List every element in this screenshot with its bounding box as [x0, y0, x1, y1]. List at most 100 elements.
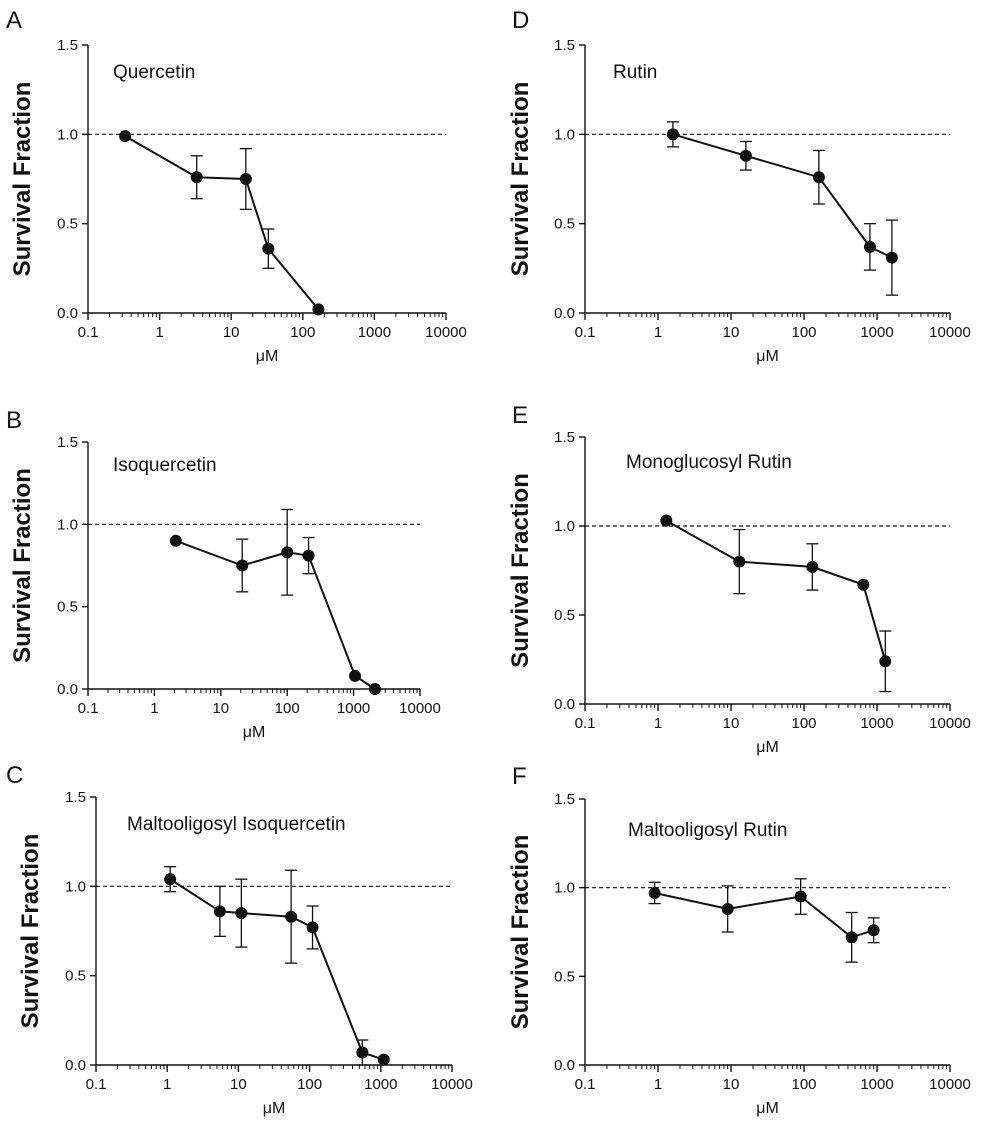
panel-f: F Maltooligosyl Rutin Survival Fraction μM 0… — [507, 763, 971, 1117]
data-point — [302, 549, 315, 562]
y-tick-label: 1.5 — [65, 789, 86, 806]
x-tick-label: 0.1 — [575, 324, 596, 341]
series-line — [175, 539, 376, 690]
x-axis-label: μM — [256, 348, 279, 365]
data-point — [794, 890, 807, 903]
x-tick-label: 10 — [723, 324, 740, 341]
y-tick-label: 1.5 — [57, 37, 78, 54]
x-axis-label: μM — [756, 739, 779, 756]
data-point — [239, 173, 252, 185]
data-point — [857, 578, 870, 591]
x-tick-label: 10 — [723, 1076, 740, 1093]
data-point — [739, 149, 752, 162]
data-point — [812, 171, 825, 184]
x-tick-label: 1000 — [337, 700, 370, 717]
x-tick-label: 1 — [654, 1076, 662, 1093]
y-tick-label: 1.0 — [554, 126, 575, 143]
y-tick-label: 1.0 — [57, 516, 78, 533]
x-tick-label: 10000 — [929, 324, 971, 341]
panel-letter: A — [6, 7, 22, 34]
x-tick-label: 10000 — [431, 1076, 473, 1093]
x-tick-label: 10000 — [929, 1076, 971, 1093]
x-tick-label: 1 — [155, 324, 163, 341]
data-point — [169, 534, 182, 547]
y-tick-label: 0.5 — [65, 968, 86, 985]
y-tick-label: 1.0 — [554, 880, 575, 897]
x-tick-label: 1 — [654, 715, 662, 732]
x-tick-label: 100 — [791, 324, 816, 341]
x-tick-label: 0.1 — [78, 700, 99, 717]
data-point — [235, 907, 248, 920]
data-point — [885, 251, 898, 264]
x-tick-label: 1000 — [860, 1076, 893, 1093]
x-tick-label: 10000 — [399, 700, 441, 717]
y-tick-label: 1.5 — [554, 791, 575, 808]
y-tick-label: 0.0 — [65, 1057, 86, 1074]
data-point — [377, 1053, 390, 1066]
panel-d: D Rutin Survival Fraction μM 0.0 0.5 1.0 1.5 0.1… — [507, 7, 971, 365]
series-line — [169, 878, 385, 1061]
y-tick-label: 0.5 — [554, 968, 575, 985]
data-point — [666, 128, 679, 141]
panel-letter: D — [512, 7, 529, 34]
compound-title: Rutin — [613, 62, 657, 83]
y-tick-label: 0.5 — [554, 216, 575, 233]
x-tick-label: 0.1 — [575, 715, 596, 732]
data-point — [306, 921, 319, 934]
y-axis-label: Survival Fraction — [9, 468, 36, 663]
y-tick-label: 1.5 — [554, 37, 575, 54]
x-tick-label: 0.1 — [575, 1076, 596, 1093]
data-point — [262, 242, 275, 255]
y-axis-label: Survival Fraction — [507, 82, 534, 277]
series-line — [654, 892, 875, 939]
data-point — [285, 910, 298, 923]
data-point — [806, 560, 819, 573]
x-tick-label: 1000 — [364, 1076, 397, 1093]
data-point — [721, 902, 734, 915]
x-tick-label: 10 — [223, 324, 240, 341]
x-tick-label: 1 — [150, 700, 158, 717]
data-point — [845, 931, 858, 944]
x-tick-label: 1000 — [860, 715, 893, 732]
panel-letter: B — [6, 407, 22, 434]
x-tick-label: 10 — [723, 715, 740, 732]
x-tick-label: 10 — [230, 1076, 247, 1093]
y-tick-label: 0.0 — [554, 696, 575, 713]
data-point — [368, 683, 381, 695]
data-point — [349, 669, 362, 682]
data-point — [867, 924, 880, 937]
panel-b: B Isoquercetin Survival Fraction μM 0.0 0.5 1.… — [6, 407, 441, 741]
x-axis-label: μM — [756, 348, 779, 365]
data-point — [190, 171, 203, 184]
compound-title: Maltooligosyl Rutin — [628, 820, 787, 841]
series-line — [124, 135, 320, 311]
x-tick-label: 1000 — [358, 324, 391, 341]
x-tick-label: 0.1 — [86, 1076, 107, 1093]
compound-title: Isoquercetin — [113, 455, 217, 476]
y-tick-label: 1.5 — [57, 434, 78, 451]
data-point — [164, 873, 177, 886]
x-tick-label: 1 — [163, 1076, 171, 1093]
x-tick-label: 1000 — [860, 324, 893, 341]
data-point — [312, 303, 325, 316]
series-line — [672, 133, 893, 259]
panel-letter: E — [512, 402, 528, 429]
y-axis-label: Survival Fraction — [507, 473, 534, 668]
data-point — [879, 655, 892, 668]
y-tick-label: 1.0 — [57, 126, 78, 143]
y-axis-label: Survival Fraction — [507, 835, 534, 1030]
compound-title: Quercetin — [113, 62, 195, 83]
x-tick-label: 100 — [297, 1076, 322, 1093]
x-tick-label: 0.1 — [78, 324, 99, 341]
data-point — [863, 240, 876, 253]
y-tick-label: 0.0 — [554, 305, 575, 322]
data-point — [648, 886, 661, 899]
compound-title: Maltooligosyl Isoquercetin — [127, 814, 346, 835]
data-point — [733, 555, 746, 568]
data-point — [281, 546, 294, 559]
series-line — [665, 519, 887, 662]
panel-letter: C — [6, 762, 23, 789]
x-tick-label: 100 — [791, 715, 816, 732]
y-tick-label: 0.0 — [554, 1057, 575, 1074]
